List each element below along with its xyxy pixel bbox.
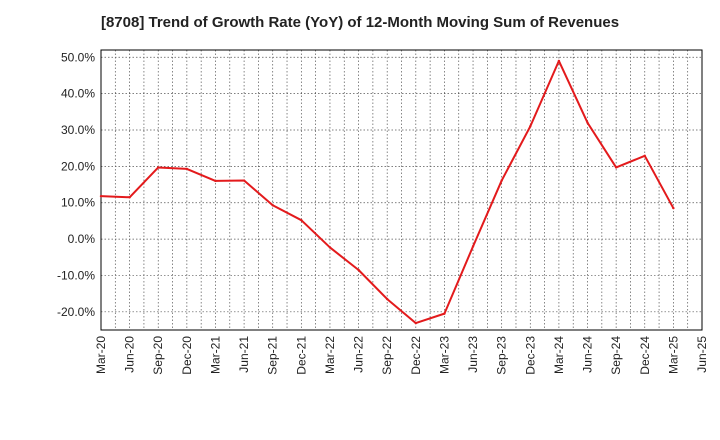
data-point [242, 179, 246, 182]
plot-border [100, 49, 703, 331]
x-tick-label: Jun-20 [123, 336, 137, 373]
x-tick-label: Jun-25 [695, 336, 709, 373]
data-point [529, 125, 532, 128]
x-tick-label: Dec-22 [409, 336, 423, 375]
data-point [586, 121, 589, 124]
data-point [385, 297, 389, 301]
data-point [157, 166, 160, 169]
data-point [443, 312, 446, 315]
data-point [214, 179, 217, 183]
x-tick-label: Mar-25 [666, 336, 680, 374]
y-tick-label: 20.0% [61, 159, 95, 173]
x-tick-label: Jun-23 [466, 336, 480, 373]
data-point [643, 154, 646, 158]
data-point [328, 246, 332, 249]
data-point [128, 196, 131, 199]
data-point [414, 321, 418, 325]
x-tick-label: Jun-21 [237, 336, 251, 373]
x-tick-label: Mar-21 [208, 336, 222, 374]
x-tick-label: Sep-20 [151, 336, 165, 375]
x-tick-label: Mar-24 [552, 336, 566, 374]
x-tick-label: Mar-20 [94, 336, 108, 374]
data-point [185, 167, 189, 171]
x-tick-label: Dec-20 [180, 336, 194, 375]
y-tick-label: -10.0% [57, 268, 95, 282]
x-tick-label: Sep-24 [609, 336, 623, 375]
data-point [557, 59, 561, 63]
y-tick-label: 30.0% [61, 123, 95, 137]
data-point [614, 166, 618, 169]
x-tick-label: Dec-24 [638, 336, 652, 375]
chart-title: [8708] Trend of Growth Rate (YoY) of 12-… [100, 14, 620, 31]
x-tick-label: Sep-21 [266, 336, 280, 375]
x-tick-label: Sep-22 [380, 336, 394, 375]
y-tick-label: 40.0% [61, 87, 95, 101]
x-tick-label: Dec-23 [523, 336, 537, 375]
x-tick-label: Dec-21 [294, 336, 308, 375]
x-tick-label: Sep-23 [495, 336, 509, 375]
y-tick-label: 10.0% [61, 196, 95, 210]
x-tick-label: Jun-22 [352, 336, 366, 373]
data-point [471, 245, 475, 248]
data-point [271, 204, 274, 207]
x-tick-label: Jun-24 [581, 336, 595, 373]
data-point [357, 268, 360, 272]
data-point [672, 206, 675, 210]
x-tick-label: Mar-23 [437, 336, 451, 374]
y-tick-label: 50.0% [61, 50, 95, 64]
data-point [300, 218, 303, 222]
data-point [500, 179, 503, 182]
y-tick-label: -20.0% [57, 305, 95, 319]
y-tick-label: 0.0% [68, 232, 96, 246]
data-point [99, 194, 103, 198]
x-tick-label: Mar-22 [323, 336, 337, 374]
